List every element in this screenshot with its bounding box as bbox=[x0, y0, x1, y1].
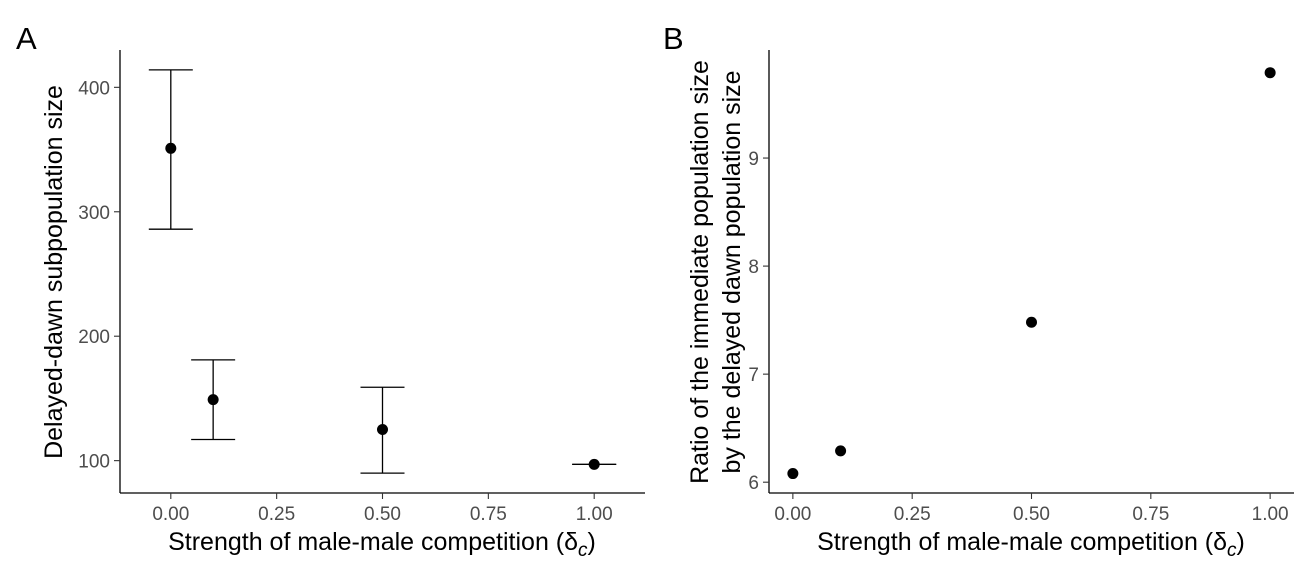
panel-b: B 0.00 0.25 0.50 0.75 1.00 6 7 8 9 Strength of … bbox=[663, 21, 1294, 561]
x-ticks: 0.00 0.25 0.50 0.75 1.00 bbox=[774, 493, 1289, 525]
y-tick-label: 9 bbox=[748, 149, 759, 170]
x-tick-label: 0.75 bbox=[1132, 504, 1169, 525]
x-tick-label: 0.50 bbox=[1013, 504, 1050, 525]
y-tick-label: 200 bbox=[78, 327, 110, 348]
x-ticks: 0.00 0.25 0.50 0.75 1.00 bbox=[152, 493, 613, 525]
x-tick-label: 0.75 bbox=[470, 504, 507, 525]
panel-label-a: A bbox=[16, 21, 37, 56]
y-tick-label: 300 bbox=[78, 203, 110, 224]
panel-label-b: B bbox=[663, 21, 684, 56]
data-point bbox=[787, 468, 799, 480]
data-marks bbox=[148, 69, 617, 474]
x-tick-label: 0.00 bbox=[152, 504, 189, 525]
y-axis-title-line-1: Ratio of the immediate population size bbox=[686, 60, 714, 484]
x-tick-label: 0.25 bbox=[894, 504, 931, 525]
x-tick-label: 0.50 bbox=[364, 504, 401, 525]
x-tick-label: 1.00 bbox=[576, 504, 613, 525]
data-point bbox=[377, 424, 388, 436]
y-ticks: 100 200 300 400 bbox=[78, 78, 120, 473]
panel-a: A 0.00 0.25 0.50 0.75 1.00 100 200 300 400 Stre… bbox=[16, 21, 645, 561]
data-point bbox=[1026, 316, 1037, 328]
data-point bbox=[835, 445, 847, 457]
y-tick-label: 100 bbox=[78, 452, 110, 473]
y-tick-label: 6 bbox=[748, 473, 759, 494]
data-point bbox=[207, 394, 219, 406]
data-marks bbox=[787, 67, 1276, 480]
x-axis-title: Strength of male-male competition (δc) bbox=[817, 528, 1245, 561]
y-ticks: 6 7 8 9 bbox=[748, 149, 769, 494]
data-point bbox=[588, 458, 600, 470]
x-tick-label: 1.00 bbox=[1252, 504, 1289, 525]
data-point bbox=[1264, 67, 1276, 79]
data-point bbox=[165, 142, 177, 154]
x-tick-label: 0.25 bbox=[258, 504, 295, 525]
y-tick-label: 400 bbox=[78, 78, 110, 99]
x-axis-title: Strength of male-male competition (δc) bbox=[168, 528, 596, 561]
y-axis-title-line-2: by the delayed dawn population size bbox=[718, 70, 746, 473]
y-tick-label: 7 bbox=[748, 365, 759, 386]
y-tick-label: 8 bbox=[748, 257, 759, 278]
y-axis-title: Delayed-dawn subpopulation size bbox=[40, 85, 68, 459]
x-tick-label: 0.00 bbox=[774, 504, 811, 525]
